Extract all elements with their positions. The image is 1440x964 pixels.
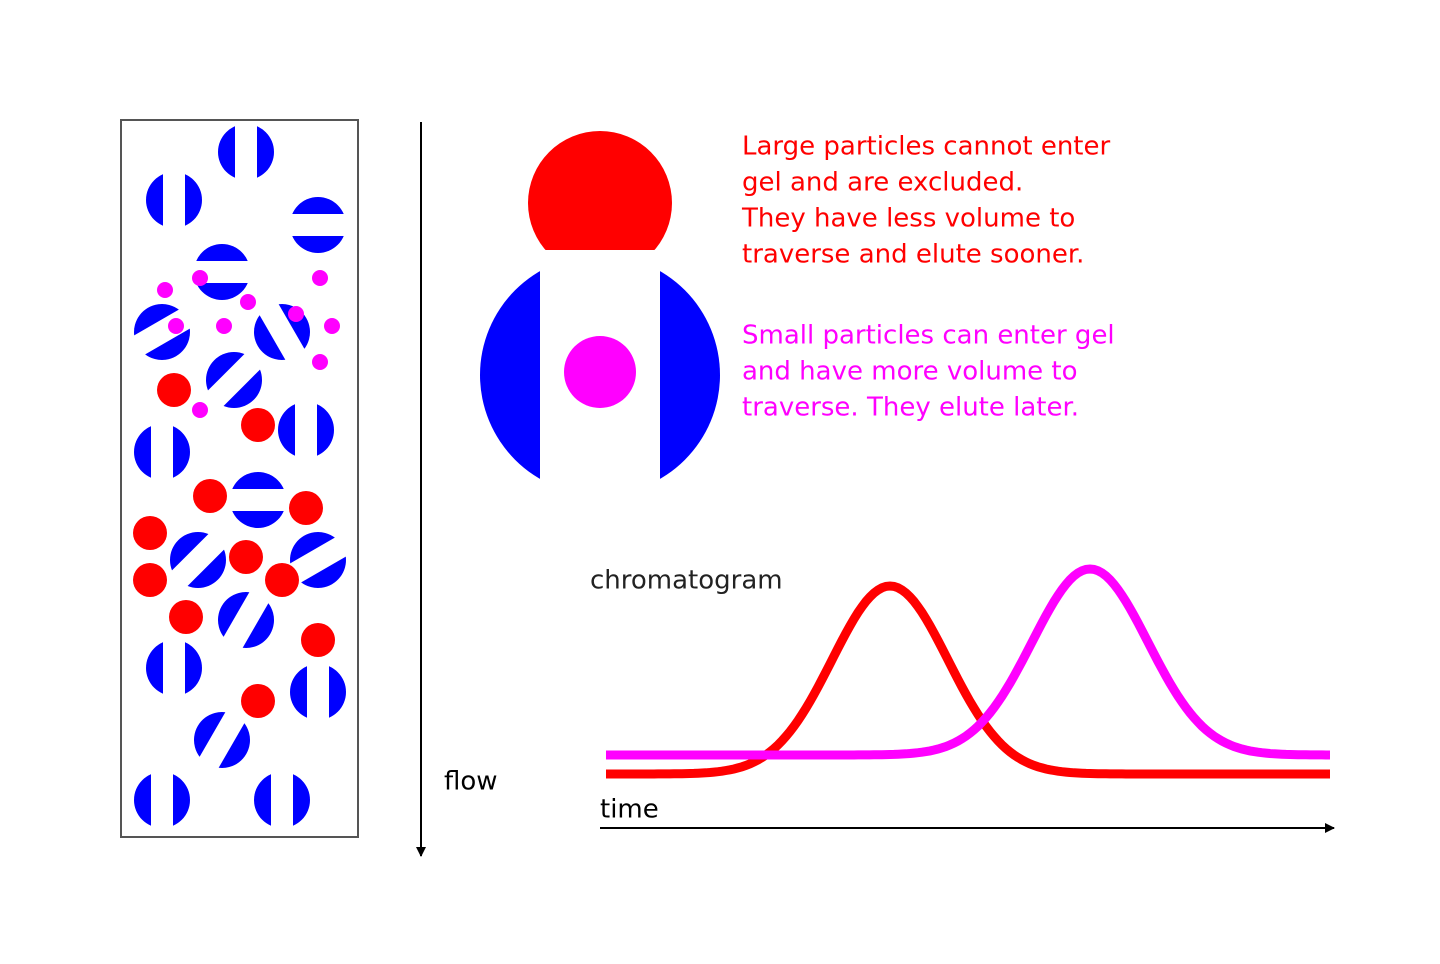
large-particle-icon — [528, 131, 672, 275]
time-label: time — [600, 795, 659, 825]
large-particles — [133, 373, 335, 718]
large-peak-curve — [606, 581, 1330, 779]
column — [120, 119, 359, 838]
annotation-line: traverse. They elute later. — [742, 393, 1079, 423]
annotation-line: traverse and elute sooner. — [742, 240, 1084, 270]
annotation-line: and have more volume to — [742, 357, 1078, 387]
annotation-line: gel and are excluded. — [742, 168, 1023, 198]
annotation-line: Small particles can enter gel — [742, 321, 1115, 351]
flow-label: flow — [444, 767, 498, 797]
small-annotation: Small particles can enter gel and have m… — [742, 321, 1115, 423]
small-particles — [157, 270, 340, 418]
chromatogram-label: chromatogram — [590, 566, 783, 596]
annotation-line: They have less volume to — [741, 204, 1075, 234]
large-annotation: Large particles cannot enter gel and are… — [741, 132, 1111, 270]
annotation-line: Large particles cannot enter — [742, 132, 1111, 162]
gel-bead-icon — [480, 250, 720, 500]
small-peak-curve — [606, 564, 1330, 760]
